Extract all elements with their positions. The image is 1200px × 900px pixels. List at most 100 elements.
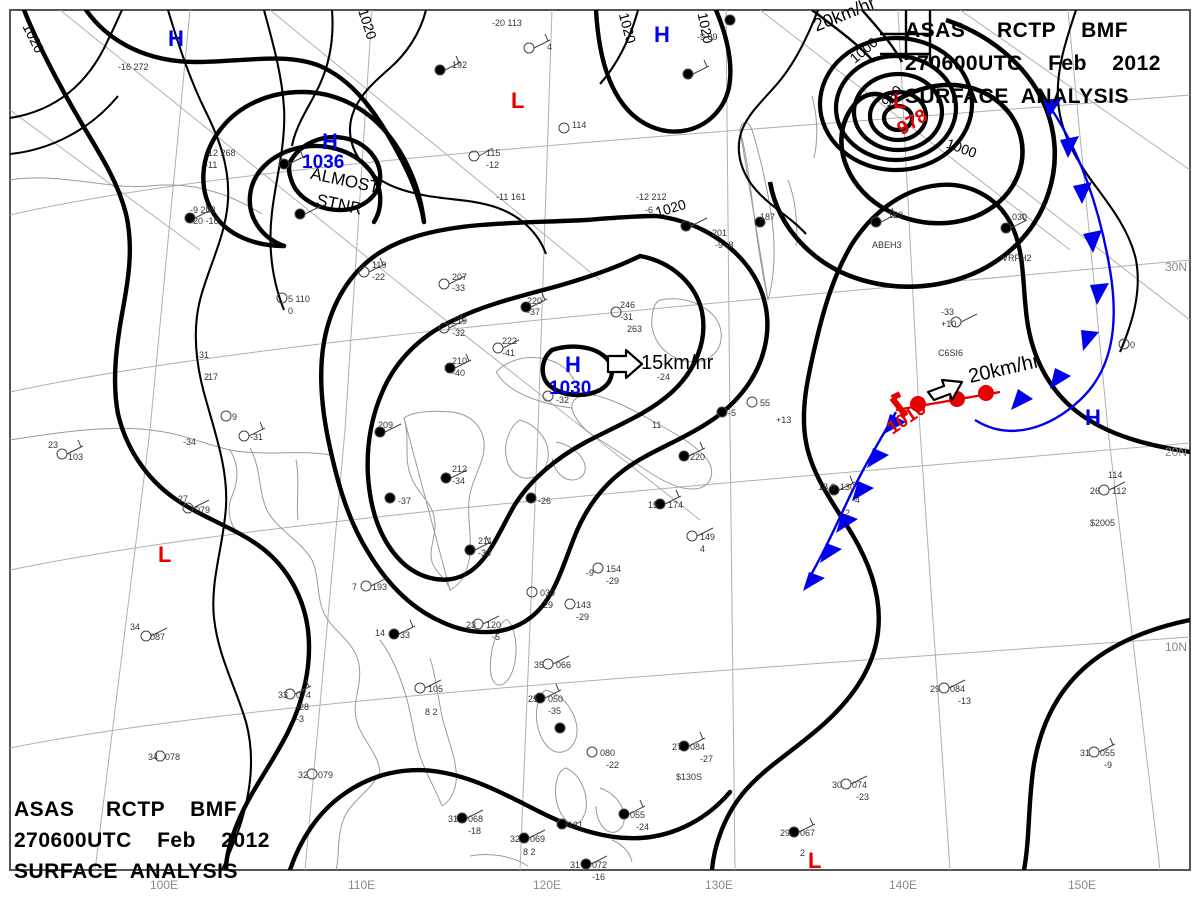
station-observation-text: $2005 <box>1090 518 1116 528</box>
station-observation-text: 066 <box>556 660 572 670</box>
station-observation-text: -27 <box>700 754 714 764</box>
station-observation-text: -29 <box>576 612 590 622</box>
station-plots <box>56 14 1130 870</box>
station-observation-text: -32 <box>452 328 466 338</box>
low-center-978: L <box>893 88 907 113</box>
station-observation-text: -32 <box>556 395 570 405</box>
station-observation-text: -9 89 <box>697 32 718 42</box>
station-observation-text: -24 <box>636 822 650 832</box>
station-observation-text: 074 <box>296 690 312 700</box>
cold-front-southwest <box>803 411 906 591</box>
station-observation-text: +10 <box>941 319 957 329</box>
station-observation-text: 209 <box>378 420 394 430</box>
station-observation-text: -24 <box>657 372 671 382</box>
station-observation-text: 119 <box>372 260 387 270</box>
graticule <box>10 10 1190 870</box>
station-observation-text: -13 <box>958 696 972 706</box>
station-observation-text: -22 <box>606 760 620 770</box>
high-center-1030: H <box>565 352 581 377</box>
coastlines <box>10 95 818 870</box>
low-center-left: L <box>158 542 172 567</box>
station-observation-text: 114 <box>1108 470 1123 480</box>
low-center-bottom: L <box>808 848 822 873</box>
station-observation-text: +13 <box>776 415 792 425</box>
station-observation-text: 112 <box>1112 486 1127 496</box>
station-observation-text: -12 212 <box>636 192 667 202</box>
station-observation-text: -4 <box>852 495 861 505</box>
station-observation-text: 8 2 <box>425 707 438 717</box>
station-observation-text: -41 <box>502 348 516 358</box>
station-observation-text: 080 <box>600 748 616 758</box>
high-center-topleft: H <box>168 26 184 51</box>
station-observation-text: -33 <box>941 307 955 317</box>
station-observation-text: 23 <box>48 440 59 450</box>
station-observation-text: -12 <box>486 160 500 170</box>
station-observation-text: 219 <box>452 316 468 326</box>
station-observation-text: 2 <box>845 508 851 518</box>
station-observation-text: -34 <box>183 437 197 447</box>
station-observation-text: -29 <box>606 576 620 586</box>
station-observation-text: -12 268 <box>205 148 236 158</box>
station-observation-text: 210 <box>452 356 468 366</box>
station-observation-text: -37 <box>527 307 541 317</box>
station-observation-text: ABEH3 <box>872 240 902 250</box>
lon-tick-label: 100E <box>150 878 179 892</box>
station-observation-text: 34 <box>148 752 159 762</box>
station-observation-text: 105 <box>428 684 444 694</box>
station-observation-text: 31 <box>448 814 459 824</box>
station-observation-text: VRFH2 <box>1002 253 1032 263</box>
station-observation-text: 212 <box>452 464 468 474</box>
station-observation-text: 17 <box>208 372 219 382</box>
station-observation-text: 143 <box>576 600 592 610</box>
motion-arrow-1030 <box>606 348 644 380</box>
station-observation-text: 030 <box>540 588 556 598</box>
station-observation-text: 4 <box>700 544 706 554</box>
high-center-right: H <box>1085 405 1101 430</box>
station-observation-text: 084 <box>690 742 706 752</box>
station-observation-text: 15 <box>648 500 659 510</box>
station-observation-text: 29 <box>780 828 791 838</box>
station-observation-text: 187 <box>760 212 776 222</box>
station-observation-text: 14 <box>375 628 386 638</box>
lon-tick-label: 140E <box>889 878 918 892</box>
station-observation-text: 131 <box>568 820 584 830</box>
station-observation-text: 174 <box>668 500 684 510</box>
station-observation-text: 222 <box>502 336 518 346</box>
station-observation-text: -29 <box>540 600 554 610</box>
station-observation-text: -34 <box>452 476 466 486</box>
station-observation-text: 079 <box>195 505 211 515</box>
station-observation-text: 26 <box>1090 486 1101 496</box>
station-observation-text: -31 <box>620 312 634 322</box>
lat-tick-label: 20N <box>1165 445 1188 459</box>
station-observation-text: 23 <box>466 620 477 630</box>
station-observation-text: 31 <box>570 860 581 870</box>
station-observation-text: $130S <box>676 772 703 782</box>
station-observation-text: 11 <box>652 420 662 430</box>
station-observation-text: 35 <box>534 660 545 670</box>
high-1030-speed: 15km/hr <box>641 352 714 374</box>
low-978-isobars <box>767 10 1058 289</box>
station-observation-text: -11 <box>205 160 218 170</box>
high-center-topcenter: H <box>654 22 670 47</box>
station-observation-text: 32 <box>298 770 309 780</box>
lon-tick-label: 150E <box>1068 878 1097 892</box>
station-observation-text: 084 <box>950 684 966 694</box>
station-observation-text: 207 <box>452 272 468 282</box>
title-block-bottom-left: ASAS RCTP BMF 270600UTC Feb 2012 SURFACE… <box>14 794 270 887</box>
station-observation-text: 263 <box>627 324 643 334</box>
station-observation-text: 29 <box>930 684 941 694</box>
station-observation-text: 078 <box>165 752 181 762</box>
title-bl-line1: ASAS RCTP BMF <box>14 798 238 821</box>
station-observation-text: 211 <box>478 536 493 546</box>
motion-arrow-1010 <box>926 378 964 402</box>
lon-tick-label: 110E <box>348 878 376 892</box>
station-observation-text: 079 <box>318 770 334 780</box>
station-observation-text: 33 <box>278 690 289 700</box>
station-observation-text: 55 <box>760 398 771 408</box>
station-observation-text: 18 6 <box>818 482 836 492</box>
station-observation-text: -18 <box>468 826 482 836</box>
station-observation-text: -9 <box>586 568 595 578</box>
station-observation-text: -5 <box>492 632 501 642</box>
